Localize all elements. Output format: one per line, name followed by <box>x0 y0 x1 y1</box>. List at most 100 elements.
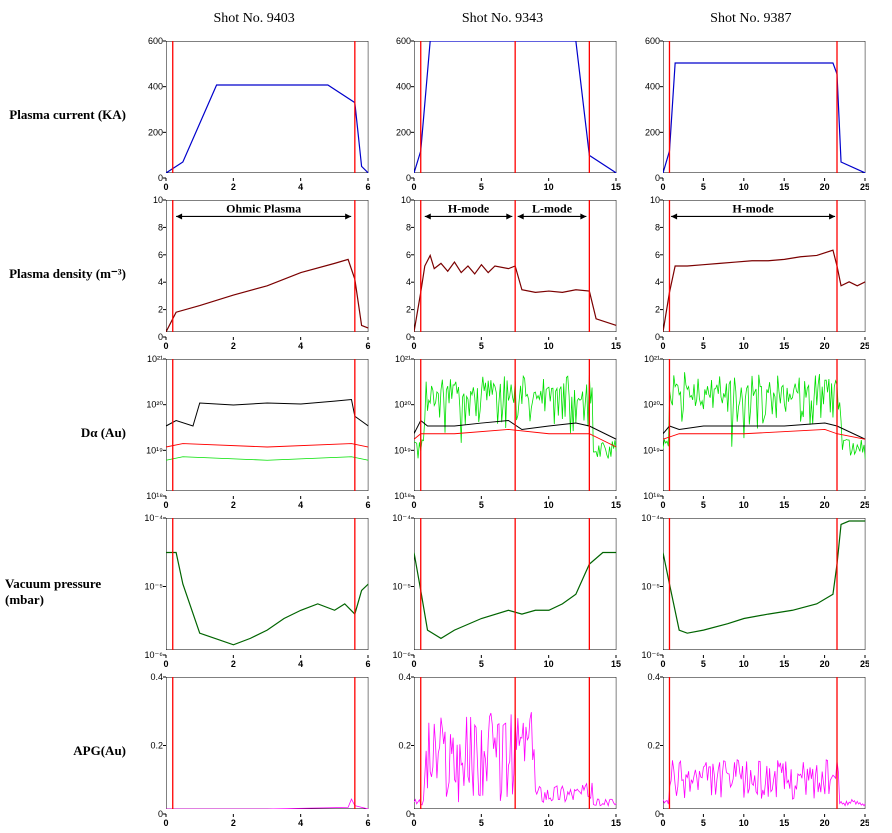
svg-text:0: 0 <box>412 182 417 192</box>
plot-cell: 10⁻⁶10⁻⁵10⁻⁴ 051015 <box>378 512 626 671</box>
row-label: Vacuum pressure (mbar) <box>5 512 130 671</box>
svg-text:400: 400 <box>645 82 660 92</box>
svg-text:10²⁰: 10²⁰ <box>643 400 660 410</box>
svg-text:4: 4 <box>298 818 303 828</box>
svg-text:0: 0 <box>158 173 163 183</box>
svg-text:0: 0 <box>163 659 168 669</box>
plot-svg: 00.20.4 0510152025 <box>633 673 869 828</box>
svg-text:0: 0 <box>163 818 168 828</box>
svg-text:6: 6 <box>365 182 370 192</box>
svg-text:5: 5 <box>701 659 706 669</box>
svg-text:400: 400 <box>396 82 411 92</box>
plot-svg: 10⁻⁶10⁻⁵10⁻⁴ 051015 <box>384 514 620 669</box>
plot-cell: 10⁻⁶10⁻⁵10⁻⁴ 0510152025 <box>627 512 875 671</box>
svg-text:0: 0 <box>655 173 660 183</box>
plot-svg: 10⁻⁶10⁻⁵10⁻⁴ 0246 <box>136 514 372 669</box>
svg-text:0.4: 0.4 <box>399 673 412 682</box>
svg-text:0: 0 <box>660 818 665 828</box>
svg-text:Ohmic Plasma: Ohmic Plasma <box>226 201 301 215</box>
svg-text:5: 5 <box>479 341 484 351</box>
svg-text:15: 15 <box>779 341 789 351</box>
plot-svg: 00.20.4 0246 <box>136 673 372 828</box>
svg-text:H-mode: H-mode <box>732 201 774 215</box>
svg-text:400: 400 <box>148 82 163 92</box>
svg-text:5: 5 <box>479 182 484 192</box>
svg-text:2: 2 <box>231 659 236 669</box>
svg-text:10²⁰: 10²⁰ <box>395 400 412 410</box>
svg-text:2: 2 <box>406 305 411 315</box>
svg-text:15: 15 <box>611 818 620 828</box>
svg-text:2: 2 <box>231 182 236 192</box>
svg-text:4: 4 <box>298 500 303 510</box>
svg-text:0: 0 <box>406 332 411 342</box>
row-label: Dα (Au) <box>5 353 130 512</box>
plot-svg: 10¹⁸10¹⁹10²⁰10²¹ 0510152025 <box>633 355 869 510</box>
svg-text:0: 0 <box>406 809 411 819</box>
svg-text:0: 0 <box>163 341 168 351</box>
svg-text:H-mode: H-mode <box>448 201 490 215</box>
svg-text:10¹⁹: 10¹⁹ <box>146 445 163 455</box>
svg-text:20: 20 <box>819 818 829 828</box>
svg-text:10⁻⁴: 10⁻⁴ <box>641 514 660 523</box>
plot-svg: 10¹⁸10¹⁹10²⁰10²¹ 0246 <box>136 355 372 510</box>
svg-text:10²⁰: 10²⁰ <box>146 400 163 410</box>
plot-cell: 0200400600 0246 <box>130 35 378 194</box>
svg-text:10⁻⁵: 10⁻⁵ <box>145 582 164 592</box>
svg-text:2: 2 <box>231 500 236 510</box>
svg-text:5: 5 <box>479 500 484 510</box>
svg-text:10: 10 <box>544 659 554 669</box>
svg-text:20: 20 <box>819 341 829 351</box>
svg-text:15: 15 <box>779 182 789 192</box>
svg-text:10: 10 <box>738 182 748 192</box>
svg-text:4: 4 <box>158 277 163 287</box>
row-label: APG(Au) <box>5 671 130 830</box>
svg-text:20: 20 <box>819 500 829 510</box>
svg-text:0.2: 0.2 <box>647 741 660 751</box>
svg-text:15: 15 <box>611 500 620 510</box>
svg-text:10: 10 <box>544 500 554 510</box>
svg-text:0: 0 <box>660 659 665 669</box>
svg-text:0: 0 <box>412 500 417 510</box>
svg-text:600: 600 <box>148 37 163 46</box>
svg-text:10²¹: 10²¹ <box>395 355 411 364</box>
svg-text:10⁻⁴: 10⁻⁴ <box>144 514 163 523</box>
svg-text:5: 5 <box>701 341 706 351</box>
svg-text:10¹⁸: 10¹⁸ <box>643 491 660 501</box>
svg-text:5: 5 <box>701 818 706 828</box>
svg-text:15: 15 <box>779 500 789 510</box>
svg-text:10: 10 <box>153 196 163 205</box>
column-header: Shot No. 9387 <box>627 5 875 35</box>
svg-text:0.4: 0.4 <box>150 673 163 682</box>
plot-svg: 10¹⁸10¹⁹10²⁰10²¹ 051015 <box>384 355 620 510</box>
svg-text:8: 8 <box>655 222 660 232</box>
svg-text:10: 10 <box>738 341 748 351</box>
svg-text:L-mode: L-mode <box>532 201 573 215</box>
column-header: Shot No. 9403 <box>130 5 378 35</box>
svg-text:25: 25 <box>860 818 869 828</box>
svg-text:200: 200 <box>396 127 411 137</box>
svg-text:200: 200 <box>645 127 660 137</box>
svg-text:0: 0 <box>655 332 660 342</box>
plot-cell: 0246810 0246 Ohmic Plasma <box>130 194 378 353</box>
row-label: Plasma density (m⁻³) <box>5 194 130 353</box>
svg-text:6: 6 <box>365 500 370 510</box>
svg-text:10¹⁹: 10¹⁹ <box>394 445 411 455</box>
plot-svg: 0246810 0246 Ohmic Plasma <box>136 196 372 351</box>
svg-text:15: 15 <box>611 182 620 192</box>
svg-text:4: 4 <box>298 341 303 351</box>
svg-text:10²¹: 10²¹ <box>147 355 163 364</box>
svg-text:25: 25 <box>860 659 869 669</box>
svg-text:0.4: 0.4 <box>647 673 660 682</box>
svg-text:25: 25 <box>860 182 869 192</box>
plot-cell: 00.20.4 0510152025 <box>627 671 875 830</box>
svg-text:6: 6 <box>158 250 163 260</box>
svg-text:10: 10 <box>544 818 554 828</box>
svg-text:4: 4 <box>655 277 660 287</box>
svg-text:10: 10 <box>738 659 748 669</box>
svg-text:10⁻⁵: 10⁻⁵ <box>641 582 660 592</box>
plot-svg: 10⁻⁶10⁻⁵10⁻⁴ 0510152025 <box>633 514 869 669</box>
plot-svg: 0200400600 0510152025 <box>633 37 869 192</box>
svg-text:2: 2 <box>655 305 660 315</box>
plot-svg: 0200400600 0246 <box>136 37 372 192</box>
svg-text:5: 5 <box>701 500 706 510</box>
